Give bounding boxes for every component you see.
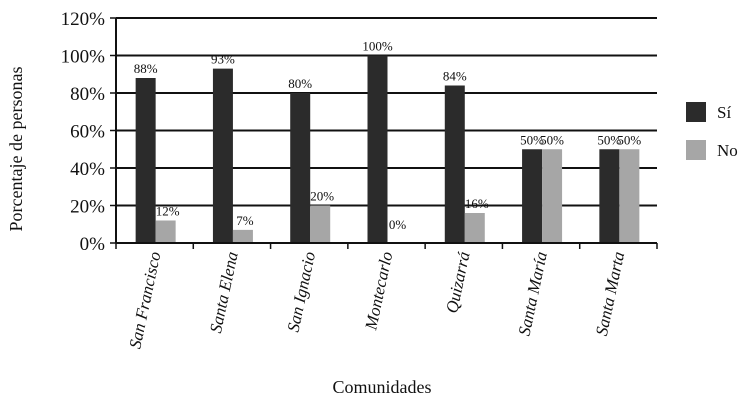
data-label: 93%: [211, 52, 235, 67]
category-label: Santa Elena: [206, 250, 242, 335]
bars: [135, 55, 640, 243]
category-label: Santa Marta: [592, 250, 628, 338]
data-label: 84%: [443, 69, 467, 84]
category-label: San Ignacio: [284, 250, 320, 334]
y-axis-title: Porcentaje de personas: [6, 67, 26, 232]
category-label: Santa María: [515, 250, 551, 338]
bar-no: [542, 149, 563, 243]
data-label: 20%: [310, 189, 334, 204]
y-tick-label: 60%: [70, 122, 105, 143]
legend: Sí No: [686, 102, 738, 160]
legend-label: No: [717, 141, 738, 160]
data-label: 7%: [236, 213, 254, 228]
data-label: 12%: [156, 204, 180, 219]
bar-no: [464, 213, 485, 243]
bar-si: [135, 78, 156, 243]
bar-si: [599, 149, 620, 243]
axes: [110, 17, 658, 249]
legend-swatch: [686, 102, 706, 122]
bar-no: [232, 229, 253, 243]
data-label: 100%: [362, 39, 393, 54]
category-labels: San Francisco Santa Elena San Ignacio Monte…: [125, 249, 628, 350]
bar-no: [619, 149, 640, 243]
bar-si: [444, 85, 465, 243]
bar-no: [310, 205, 331, 243]
category-label: Montecarlo: [361, 250, 396, 333]
data-label: 50%: [617, 132, 641, 147]
bar-no: [155, 220, 176, 243]
data-labels: 88%12%93%7%80%20%100%0%84%16%50%50% 50%50…: [134, 39, 642, 233]
legend-label: Sí: [717, 103, 731, 122]
y-tick-labels: 0% 20% 40% 60% 80% 100% 120%: [61, 9, 106, 255]
category-label: Quizarrá: [442, 249, 474, 314]
data-label: 80%: [288, 76, 312, 91]
data-label: 16%: [465, 196, 489, 211]
data-label: 50%: [597, 132, 621, 147]
y-tick-label: 40%: [70, 159, 105, 180]
bar-si: [212, 68, 233, 243]
y-tick-label: 100%: [61, 47, 106, 68]
x-axis-title: Comunidades: [333, 377, 432, 397]
bar-si: [522, 149, 543, 243]
y-tick-label: 120%: [61, 9, 106, 30]
y-tick-label: 20%: [70, 197, 105, 218]
data-label: 88%: [134, 61, 158, 76]
category-label: San Francisco: [125, 250, 164, 350]
bar-si: [367, 55, 388, 243]
legend-swatch: [686, 140, 706, 160]
data-label: 50%: [540, 132, 564, 147]
y-tick-label: 0%: [80, 234, 106, 255]
data-label: 50%: [520, 132, 544, 147]
bar-si: [290, 93, 311, 243]
y-tick-label: 80%: [70, 84, 105, 105]
data-label: 0%: [389, 217, 407, 232]
